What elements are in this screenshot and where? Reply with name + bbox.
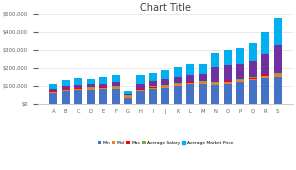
Bar (112, 87, 120, 89)
Bar (87, 90, 95, 104)
Bar (261, 32, 269, 54)
Bar (236, 82, 244, 104)
Bar (249, 78, 257, 79)
Bar (74, 79, 82, 85)
Bar (261, 54, 269, 75)
Title: Chart Title: Chart Title (140, 3, 191, 13)
Bar (136, 91, 144, 104)
Bar (49, 93, 57, 104)
Bar (149, 89, 157, 104)
Bar (186, 84, 194, 104)
Bar (224, 82, 232, 84)
Bar (274, 73, 281, 74)
Bar (274, 45, 281, 73)
Bar (211, 82, 219, 83)
Bar (174, 67, 182, 77)
Bar (62, 90, 70, 91)
Bar (161, 85, 170, 86)
Bar (161, 86, 170, 88)
Bar (99, 84, 107, 87)
Bar (236, 64, 244, 79)
Bar (124, 91, 132, 94)
Bar (261, 75, 269, 76)
Bar (274, 18, 281, 45)
Bar (149, 87, 157, 88)
Bar (249, 80, 257, 104)
Bar (136, 89, 144, 90)
Bar (224, 50, 232, 65)
Bar (161, 79, 170, 85)
Bar (261, 78, 269, 104)
Bar (99, 77, 107, 84)
Bar (62, 91, 70, 104)
Bar (249, 79, 257, 80)
Bar (62, 89, 70, 90)
Bar (274, 74, 281, 77)
Bar (87, 88, 95, 90)
Bar (174, 84, 182, 86)
Bar (124, 94, 132, 95)
Bar (149, 88, 157, 89)
Bar (174, 86, 182, 104)
Bar (236, 79, 244, 80)
Bar (74, 85, 82, 88)
Bar (124, 98, 132, 104)
Bar (87, 84, 95, 87)
Bar (74, 89, 82, 90)
Bar (112, 89, 120, 104)
Bar (99, 87, 107, 88)
Bar (236, 48, 244, 64)
Bar (112, 82, 120, 86)
Legend: Min, Mid, Max, Average Salary, Average Market Price: Min, Mid, Max, Average Salary, Average M… (96, 139, 235, 147)
Bar (186, 82, 194, 83)
Bar (161, 88, 170, 104)
Bar (274, 76, 281, 104)
Bar (87, 79, 95, 84)
Bar (99, 89, 107, 104)
Bar (74, 90, 82, 104)
Bar (174, 83, 182, 84)
Bar (249, 61, 257, 77)
Bar (186, 75, 194, 82)
Bar (136, 84, 144, 89)
Bar (224, 81, 232, 82)
Bar (211, 67, 219, 82)
Bar (112, 75, 120, 82)
Bar (49, 92, 57, 93)
Bar (87, 87, 95, 88)
Bar (211, 53, 219, 67)
Bar (124, 96, 132, 98)
Bar (136, 90, 144, 91)
Bar (62, 80, 70, 86)
Bar (49, 89, 57, 91)
Bar (236, 80, 244, 82)
Bar (211, 83, 219, 85)
Bar (224, 84, 232, 104)
Bar (261, 76, 269, 78)
Bar (199, 74, 207, 81)
Bar (149, 81, 157, 87)
Bar (74, 88, 82, 89)
Bar (136, 75, 144, 84)
Bar (174, 77, 182, 83)
Bar (49, 84, 57, 89)
Bar (249, 43, 257, 61)
Bar (224, 65, 232, 81)
Bar (186, 64, 194, 75)
Bar (199, 64, 207, 74)
Bar (161, 70, 170, 79)
Bar (62, 86, 70, 89)
Bar (186, 83, 194, 84)
Bar (211, 85, 219, 104)
Bar (112, 86, 120, 87)
Bar (199, 82, 207, 84)
Bar (199, 81, 207, 82)
Bar (199, 84, 207, 104)
Bar (49, 91, 57, 92)
Bar (124, 95, 132, 96)
Bar (149, 73, 157, 81)
Bar (249, 77, 257, 78)
Bar (99, 88, 107, 89)
